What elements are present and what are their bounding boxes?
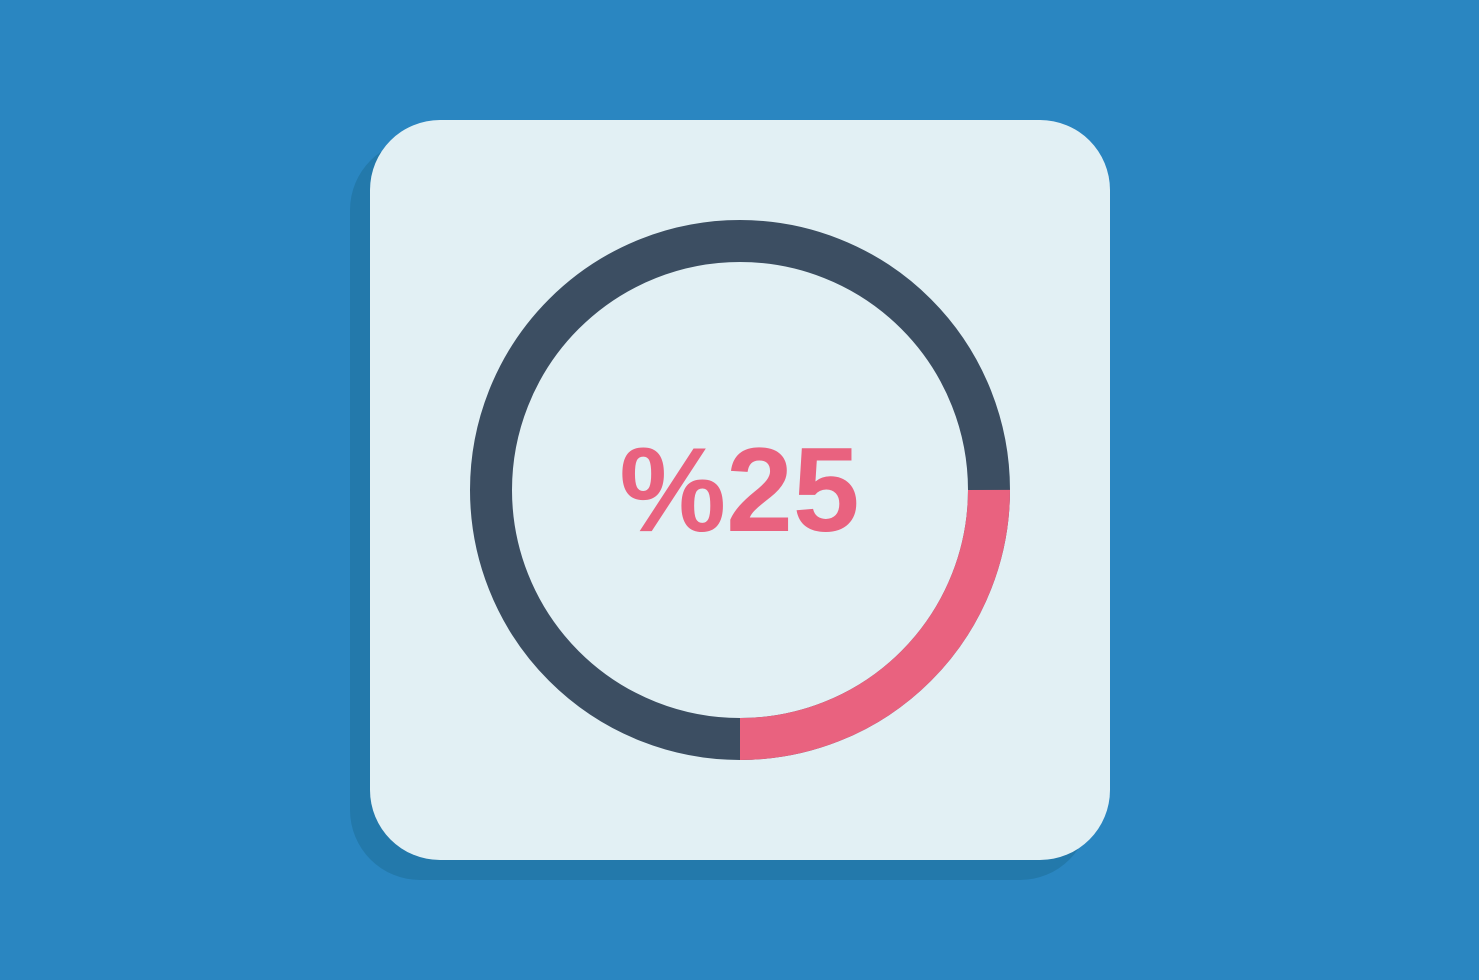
donut-chart: %25 xyxy=(470,220,1010,760)
progress-card-wrapper: %25 xyxy=(370,120,1110,860)
progress-card: %25 xyxy=(370,120,1110,860)
progress-percentage-label: %25 xyxy=(619,421,859,559)
